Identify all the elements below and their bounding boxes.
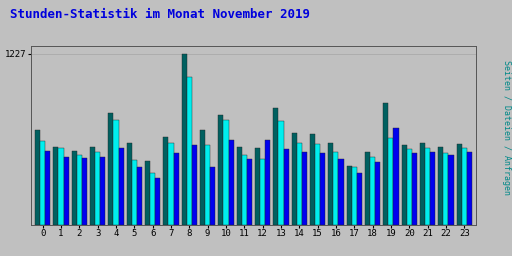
Bar [320,153,325,225]
Bar [137,167,142,225]
Bar [168,143,174,225]
Bar [155,178,160,225]
Bar [430,152,435,225]
Bar [394,128,399,225]
Bar [296,143,302,225]
Bar [200,130,205,225]
Bar [132,160,137,225]
Bar [192,145,197,225]
Bar [187,77,192,225]
Bar [82,158,87,225]
Bar [260,159,265,225]
Bar [449,155,454,225]
Bar [328,143,333,225]
Bar [291,133,296,225]
Bar [58,147,63,225]
Bar [174,153,179,225]
Bar [284,149,289,225]
Bar [100,157,105,225]
Bar [218,115,223,225]
Bar [228,140,233,225]
Bar [420,143,425,225]
Bar [163,137,168,225]
Bar [357,173,362,225]
Bar [118,147,124,225]
Bar [273,108,279,225]
Bar [333,153,338,225]
Bar [302,152,307,225]
Bar [467,152,472,225]
Bar [45,151,50,225]
Bar [352,167,357,225]
Bar [462,147,467,225]
Bar [247,159,252,225]
Bar [425,147,430,225]
Bar [72,151,77,225]
Bar [35,130,40,225]
Bar [383,103,389,225]
Bar [145,161,150,225]
Bar [265,140,270,225]
Bar [255,148,260,225]
Bar [63,157,69,225]
Bar [210,167,216,225]
Bar [108,113,113,225]
Bar [237,147,242,225]
Bar [365,153,370,225]
Bar [242,155,247,225]
Bar [126,143,132,225]
Bar [95,153,100,225]
Bar [389,138,394,225]
Text: Stunden-Statistik im Monat November 2019: Stunden-Statistik im Monat November 2019 [10,8,310,21]
Bar [370,157,375,225]
Bar [457,144,462,225]
Bar [90,147,95,225]
Bar [53,147,58,225]
Bar [205,145,210,225]
Bar [407,149,412,225]
Bar [438,147,443,225]
Bar [310,134,315,225]
Bar [375,162,380,225]
Bar [223,120,228,225]
Text: Seiten / Dateien / Anfragen: Seiten / Dateien / Anfragen [502,60,511,196]
Bar [77,155,82,225]
Bar [40,141,45,225]
Bar [443,153,449,225]
Bar [150,174,155,225]
Bar [279,121,284,225]
Bar [347,166,352,225]
Bar [182,54,187,225]
Bar [113,120,118,225]
Bar [338,159,344,225]
Bar [401,145,407,225]
Bar [315,144,320,225]
Bar [412,153,417,225]
